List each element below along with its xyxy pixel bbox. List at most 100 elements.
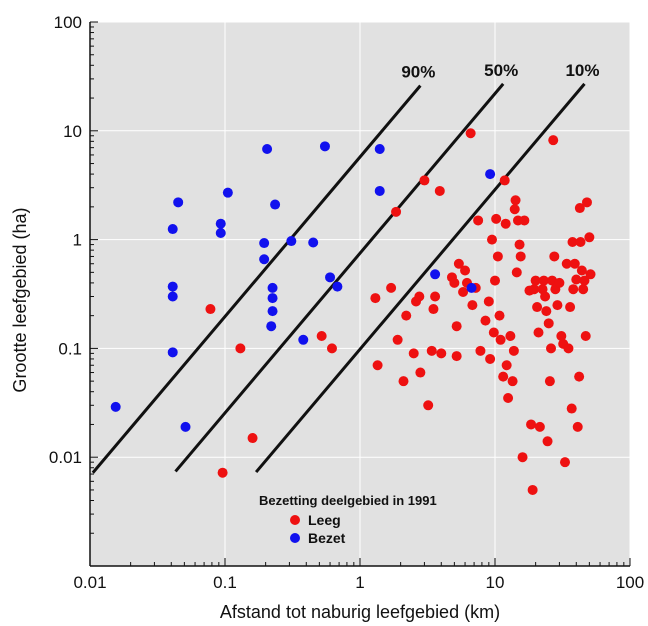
leeg-point (490, 275, 500, 286)
leeg-point (451, 351, 462, 362)
leeg-point (509, 204, 520, 215)
leeg-point (533, 327, 544, 338)
reference-line-label: 90% (401, 63, 435, 82)
leeg-point (569, 258, 580, 269)
leeg-point (235, 343, 246, 354)
leeg-point (554, 277, 565, 288)
x-axis-title: Afstand tot naburig leefgebied (km) (220, 602, 500, 622)
leeg-point (500, 218, 511, 229)
bezet-point (374, 185, 385, 196)
leeg-point (392, 334, 403, 345)
x-tick-label: 100 (616, 573, 644, 592)
leeg-point (491, 213, 502, 224)
leeg-point (514, 239, 525, 250)
bezet-point (286, 236, 297, 247)
leeg-point (546, 343, 557, 354)
leeg-point (414, 291, 425, 302)
leeg-point (401, 310, 412, 321)
leeg-point (515, 251, 526, 262)
leeg-point (574, 203, 585, 214)
leeg-point (430, 291, 441, 302)
y-tick-label: 1 (73, 231, 82, 250)
leeg-point (561, 258, 572, 269)
x-tick-label: 10 (486, 573, 505, 592)
leeg-point (415, 367, 426, 378)
leeg-point (386, 282, 397, 293)
leeg-point (576, 265, 587, 276)
x-tick-label: 1 (355, 573, 364, 592)
bezet-point (173, 197, 184, 208)
leeg-point (217, 467, 228, 478)
y-tick-label: 100 (54, 13, 82, 32)
leeg-point (559, 457, 570, 468)
leeg-point (483, 296, 494, 307)
leeg-point (488, 327, 499, 338)
bezet-point (222, 187, 233, 198)
leeg-point (475, 345, 486, 356)
data-points (110, 128, 596, 495)
bezet-point (259, 254, 270, 265)
leeg-point (499, 175, 510, 186)
x-tick-label: 0.01 (73, 573, 106, 592)
leeg-point (326, 343, 337, 354)
leeg-point (398, 376, 409, 387)
leeg-point (578, 284, 589, 295)
leeg-point (571, 274, 582, 285)
leeg-point (426, 345, 437, 356)
leeg-point (581, 197, 592, 208)
leeg-point (428, 304, 439, 315)
leeg-point (419, 175, 430, 186)
bezet-point (167, 291, 178, 302)
leeg-point (580, 331, 591, 342)
leeg-point (574, 371, 585, 382)
leeg-point (532, 302, 543, 313)
leeg-point (549, 251, 560, 262)
bezet-point (374, 144, 385, 155)
bezet-point (270, 199, 281, 210)
leeg-point (556, 331, 567, 342)
reference-line (91, 84, 422, 474)
leeg-point (370, 293, 381, 304)
leeg-point (453, 258, 464, 269)
leeg-point (391, 206, 402, 217)
leeg-point (458, 286, 469, 297)
legend-marker-bezet (290, 533, 300, 543)
y-tick-label: 0.01 (49, 448, 82, 467)
y-axis-title: Grootte leefgebied (ha) (10, 207, 30, 392)
axes (89, 21, 631, 567)
bezet-point (332, 281, 343, 292)
bezet-point (167, 281, 178, 292)
leeg-point (534, 421, 545, 432)
leeg-point (485, 353, 496, 364)
legend-title: Bezetting deelgebied in 1991 (259, 493, 437, 508)
reference-line (254, 82, 586, 474)
leeg-point (495, 334, 506, 345)
bezet-point (267, 282, 278, 293)
leeg-point (572, 421, 583, 432)
leeg-point (494, 310, 505, 321)
bezet-point (267, 293, 278, 304)
leeg-point (541, 306, 552, 317)
reference-line (174, 82, 505, 473)
leeg-point (501, 360, 512, 371)
leeg-point (465, 128, 476, 139)
leeg-point (540, 291, 551, 302)
legend-marker-leeg (290, 515, 300, 525)
bezet-point (215, 218, 226, 229)
leeg-point (480, 315, 491, 326)
leeg-point (507, 376, 518, 387)
bezet-point (262, 144, 273, 155)
leeg-point (517, 452, 528, 463)
legend-label-bezet: Bezet (308, 530, 346, 546)
grid (89, 21, 631, 567)
reference-lines: 90% 50% 10% (91, 61, 599, 474)
bezet-point (266, 321, 277, 332)
leeg-point (563, 343, 574, 354)
leeg-point (372, 360, 383, 371)
legend-label-leeg: Leeg (308, 512, 341, 528)
y-tick-label: 0.1 (58, 339, 82, 358)
reference-line-label: 50% (484, 61, 518, 80)
leeg-point (544, 376, 555, 387)
leeg-point (247, 433, 258, 444)
